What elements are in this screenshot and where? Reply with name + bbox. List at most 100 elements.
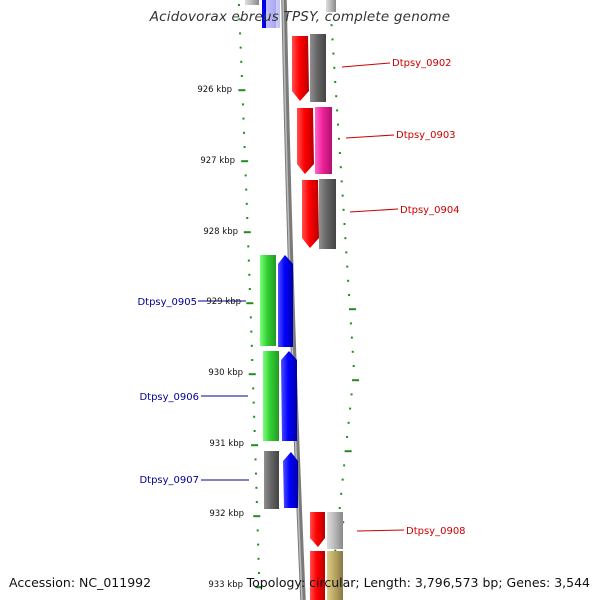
gene-label-Dtpsy_0904[interactable]: Dtpsy_0904: [400, 205, 460, 216]
cog-bar-Dtpsy_0903: [315, 107, 332, 174]
ruler-minor-tick: [241, 103, 244, 106]
ruler-minor-tick: [244, 174, 247, 177]
ruler-minor-tick: [250, 344, 253, 347]
ruler-minor-tick: [239, 46, 242, 49]
ruler-minor-tick: [246, 217, 249, 219]
ruler-minor-tick: [248, 288, 251, 290]
gene-label-Dtpsy_0908[interactable]: Dtpsy_0908: [406, 526, 466, 537]
ruler-minor-tick: [249, 316, 252, 319]
ruler-minor-tick: [255, 486, 258, 489]
ruler-minor-tick: [240, 75, 243, 77]
ruler-ticks-right: [329, 10, 360, 595]
gene-Dtpsy_0909-cds-partial: [310, 551, 325, 600]
cog-bar-Dtpsy_0904: [319, 179, 336, 249]
ruler-minor-tick: [348, 294, 351, 296]
ruler-major-tick: [253, 515, 261, 518]
ruler-label-930kbp: 930 kbp: [208, 368, 243, 378]
ruler-label-931kbp: 931 kbp: [209, 439, 244, 449]
gene-Dtpsy_0904-cds[interactable]: [302, 180, 319, 248]
ruler-major-tick: [238, 89, 246, 92]
ruler-minor-tick: [337, 123, 340, 126]
ruler-minor-tick: [257, 557, 260, 560]
ruler-minor-tick: [347, 279, 350, 282]
ruler-minor-tick: [334, 549, 337, 552]
partial-feature-grey-top-right: [326, 0, 336, 12]
cog-bar-Dtpsy_0906: [263, 351, 279, 441]
partial-feature-lavender-top: [266, 0, 280, 28]
gene-Dtpsy_0907-cds[interactable]: [283, 452, 298, 508]
gene-label-Dtpsy_0906[interactable]: Dtpsy_0906: [139, 392, 199, 403]
ruler-minor-tick: [352, 365, 355, 367]
ruler-minor-tick: [330, 24, 333, 27]
ruler-minor-tick: [252, 387, 255, 390]
ruler-minor-tick: [243, 146, 246, 148]
ruler-minor-tick: [338, 507, 341, 509]
ruler-minor-tick: [349, 407, 352, 410]
ruler-minor-tick: [341, 478, 344, 481]
ruler-minor-tick: [245, 202, 248, 205]
gene-label-Dtpsy_0905[interactable]: Dtpsy_0905: [137, 297, 197, 308]
ruler-minor-tick: [248, 273, 251, 276]
ruler-minor-tick: [245, 188, 248, 191]
partial-feature-grey-top: [245, 0, 259, 5]
ruler-minor-tick: [337, 137, 340, 140]
ruler-major-tick: [248, 373, 256, 376]
ruler-major-tick: [241, 160, 249, 163]
ruler-ticks-left: [237, 4, 263, 589]
ruler-label-933kbp: 933 kbp: [208, 580, 243, 590]
gene-Dtpsy_0903-cds[interactable]: [297, 108, 314, 174]
ruler-minor-tick: [250, 330, 253, 333]
ruler-minor-tick: [239, 32, 242, 35]
ruler-label-929kbp: 929 kbp: [206, 297, 241, 307]
ruler-minor-tick: [346, 436, 349, 438]
leader-line-Dtpsy_0904: [349, 208, 399, 213]
ruler-minor-tick: [247, 245, 250, 248]
gene-Dtpsy_0905-cds[interactable]: [278, 255, 293, 347]
ruler-minor-tick: [331, 38, 334, 41]
ruler-minor-tick: [242, 117, 245, 120]
ruler-minor-tick: [247, 259, 250, 262]
ruler-minor-tick: [251, 359, 254, 361]
cog-bar-Dtpsy_0909: [327, 551, 343, 600]
gene-Dtpsy_0908-cds[interactable]: [310, 512, 325, 547]
ruler-major-tick: [255, 586, 263, 589]
ruler-minor-tick: [338, 152, 341, 154]
ruler-minor-tick: [254, 458, 257, 461]
gene-label-Dtpsy_0902[interactable]: Dtpsy_0902: [392, 58, 452, 69]
ruler-major-tick: [344, 450, 352, 453]
ruler-minor-tick: [350, 336, 353, 339]
leader-line-Dtpsy_0903: [345, 134, 395, 139]
ruler-minor-tick: [344, 237, 347, 240]
ruler-minor-tick: [257, 543, 260, 546]
ruler-minor-tick: [345, 251, 348, 254]
cog-bar-Dtpsy_0905: [260, 255, 276, 346]
ruler-major-tick: [251, 444, 259, 447]
ruler-minor-tick: [341, 194, 344, 197]
ruler-minor-tick: [240, 60, 243, 63]
ruler-minor-tick: [343, 223, 346, 225]
ruler-minor-tick: [336, 109, 339, 112]
ruler-minor-tick: [343, 464, 346, 467]
gene-Dtpsy_0902-cds[interactable]: [292, 36, 309, 101]
cog-bar-Dtpsy_0908: [327, 512, 343, 549]
ruler-minor-tick: [257, 572, 260, 574]
ruler-major-tick: [246, 302, 254, 305]
ruler-label-926kbp: 926 kbp: [197, 85, 232, 95]
gene-label-Dtpsy_0907[interactable]: Dtpsy_0907: [139, 475, 199, 486]
ruler-minor-tick: [253, 415, 256, 418]
ruler-label-927kbp: 927 kbp: [200, 156, 235, 166]
genome-title: Acidovorax ebreus TPSY, complete genome: [149, 9, 451, 25]
gene-Dtpsy_0906-cds[interactable]: [281, 351, 297, 441]
gene-label-Dtpsy_0903[interactable]: Dtpsy_0903: [396, 130, 456, 141]
ruler-major-tick: [352, 379, 360, 382]
ruler-minor-tick: [349, 322, 352, 325]
ruler-minor-tick: [256, 529, 259, 532]
genome-summary: Topology: circular; Length: 3,796,573 bp…: [246, 575, 590, 590]
ruler-label-928kbp: 928 kbp: [203, 227, 238, 237]
ruler-minor-tick: [253, 430, 256, 432]
ruler-minor-tick: [340, 180, 343, 183]
ruler-minor-tick: [254, 472, 257, 475]
ruler-minor-tick: [339, 166, 342, 169]
ruler-major-tick: [243, 231, 251, 234]
leader-line-Dtpsy_0908: [356, 529, 405, 532]
